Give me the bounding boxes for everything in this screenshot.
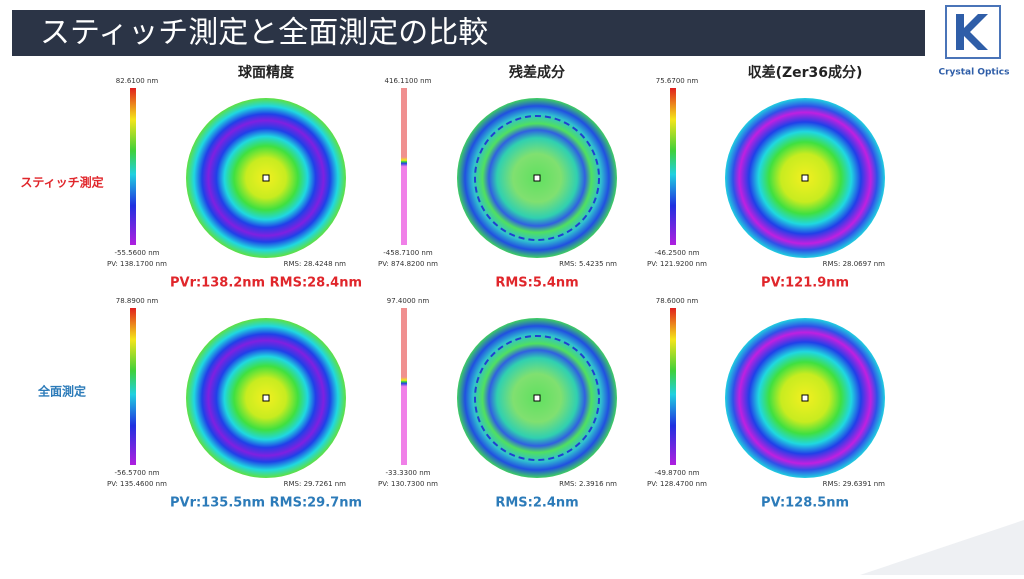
title: スティッチ測定と全面測定の比較 [40, 16, 488, 51]
map-ring [474, 335, 600, 461]
title-bar [12, 10, 925, 56]
color-bar [401, 308, 407, 465]
pv-value: PV: 128.4700 nm [647, 480, 707, 488]
pv-value: PV: 874.8200 nm [378, 260, 438, 268]
rms-value: RMS: 29.7261 nm [284, 480, 347, 488]
pv-value: PV: 135.4600 nm [107, 480, 167, 488]
scale-max: 82.6100 nm [116, 77, 159, 85]
color-bar [670, 308, 676, 465]
center-marker [262, 394, 270, 402]
scale-min: -458.7100 nm [383, 249, 433, 257]
color-bar [670, 88, 676, 245]
row-label: スティッチ測定 [20, 175, 103, 190]
result: PVr:135.5nm RMS:29.7nm [170, 496, 362, 511]
color-bar [401, 88, 407, 245]
result: PVr:138.2nm RMS:28.4nm [170, 276, 362, 291]
result: PV:121.9nm [761, 276, 849, 291]
scale-max: 78.8900 nm [116, 297, 159, 305]
rms-value: RMS: 28.4248 nm [284, 260, 347, 268]
row-label: 全面測定 [37, 384, 86, 399]
rms-value: RMS: 2.3916 nm [559, 480, 617, 488]
rms-value: RMS: 29.6391 nm [823, 480, 886, 488]
scale-min: -56.5700 nm [115, 469, 160, 477]
center-marker [533, 394, 541, 402]
column-header: 収差(Zer36成分) [748, 64, 863, 81]
scale-min: -55.5600 nm [115, 249, 160, 257]
scale-min: -33.3300 nm [386, 469, 431, 477]
result: PV:128.5nm [761, 496, 849, 511]
rms-value: RMS: 28.0697 nm [823, 260, 886, 268]
pv-value: PV: 130.7300 nm [378, 480, 438, 488]
column-header: 残差成分 [509, 64, 565, 81]
scale-max: 97.4000 nm [387, 297, 430, 305]
scale-max: 75.6700 nm [656, 77, 699, 85]
center-marker [533, 174, 541, 182]
logo-text: Crystal Optics [938, 68, 1009, 78]
scale-min: -46.2500 nm [655, 249, 700, 257]
center-marker [801, 174, 809, 182]
color-bar [130, 308, 136, 465]
scale-max: 416.1100 nm [385, 77, 432, 85]
rms-value: RMS: 5.4235 nm [559, 260, 617, 268]
center-marker [262, 174, 270, 182]
pv-value: PV: 138.1700 nm [107, 260, 167, 268]
content: 球面精度 残差成分 収差(Zer36成分) スティッチ測定 82.6100 nm -55.… [20, 64, 885, 511]
result: RMS:2.4nm [495, 496, 578, 511]
map-ring [474, 115, 600, 241]
logo-box [945, 5, 1001, 59]
logo-mark [956, 14, 988, 50]
result: RMS:5.4nm [495, 276, 578, 291]
center-marker [801, 394, 809, 402]
color-bar [130, 88, 136, 245]
scale-min: -49.8700 nm [655, 469, 700, 477]
pv-value: PV: 121.9200 nm [647, 260, 707, 268]
decoration [860, 520, 1024, 575]
scale-max: 78.6000 nm [656, 297, 699, 305]
column-header: 球面精度 [238, 64, 295, 81]
